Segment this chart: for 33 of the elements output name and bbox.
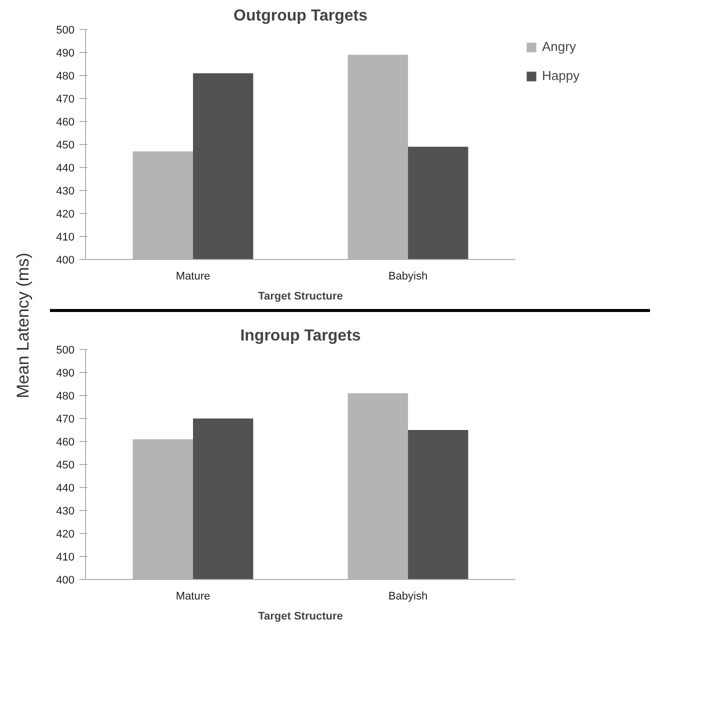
x-tick-label: Mature <box>176 590 210 602</box>
x-tick-label: Mature <box>176 270 210 282</box>
x-tick-label: Babyish <box>388 270 428 282</box>
chart-title: Outgroup Targets <box>234 8 368 24</box>
y-axis-title: Mean Latency (ms) <box>14 252 32 398</box>
y-tick-label: 480 <box>56 390 75 402</box>
y-tick-label: 500 <box>56 344 75 356</box>
y-tick-label: 450 <box>56 460 75 472</box>
y-tick-label: 490 <box>56 368 75 380</box>
y-tick-label: 420 <box>56 528 75 540</box>
legend-label: Angry <box>542 39 576 54</box>
x-axis-title: Target Structure <box>258 290 343 302</box>
y-tick-label: 420 <box>56 208 75 220</box>
y-tick-label: 460 <box>56 436 75 448</box>
y-tick-label: 430 <box>56 186 75 198</box>
y-tick-label: 400 <box>56 254 75 266</box>
x-tick-label: Babyish <box>388 590 428 602</box>
y-tick-label: 410 <box>56 552 75 564</box>
y-tick-label: 470 <box>56 94 75 106</box>
y-tick-label: 410 <box>56 232 75 244</box>
y-tick-label: 480 <box>56 70 75 82</box>
y-tick-label: 400 <box>56 574 75 586</box>
y-tick-label: 460 <box>56 116 75 128</box>
chart-title: Ingroup Targets <box>240 328 361 344</box>
legend-label: Happy <box>542 68 580 83</box>
y-tick-label: 500 <box>56 24 75 36</box>
y-tick-label: 450 <box>56 140 75 152</box>
y-tick-label: 470 <box>56 414 75 426</box>
y-tick-label: 490 <box>56 48 75 60</box>
y-tick-label: 430 <box>56 506 75 518</box>
y-tick-label: 440 <box>56 162 75 174</box>
x-axis-title: Target Structure <box>258 610 343 622</box>
y-tick-label: 440 <box>56 482 75 494</box>
